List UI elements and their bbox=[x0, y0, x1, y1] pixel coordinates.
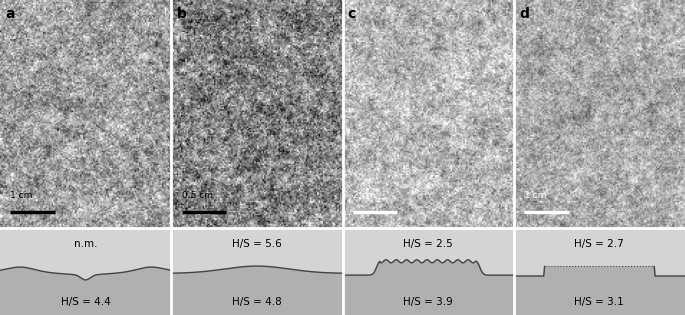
Text: 1 cm: 1 cm bbox=[10, 191, 33, 200]
Text: d: d bbox=[519, 7, 529, 21]
Text: a: a bbox=[5, 7, 14, 21]
Text: c: c bbox=[347, 7, 356, 21]
Text: n.m.: n.m. bbox=[74, 239, 97, 249]
Text: 1 cm: 1 cm bbox=[524, 191, 547, 200]
Text: H/S = 3.9: H/S = 3.9 bbox=[403, 297, 453, 307]
Text: H/S = 2.7: H/S = 2.7 bbox=[575, 239, 624, 249]
Text: H/S = 3.1: H/S = 3.1 bbox=[575, 297, 624, 307]
Text: 2 cm: 2 cm bbox=[353, 191, 375, 200]
Text: H/S = 5.6: H/S = 5.6 bbox=[232, 239, 282, 249]
Text: H/S = 4.8: H/S = 4.8 bbox=[232, 297, 282, 307]
Text: H/S = 2.5: H/S = 2.5 bbox=[403, 239, 453, 249]
Text: b: b bbox=[176, 7, 186, 21]
Text: H/S = 4.4: H/S = 4.4 bbox=[61, 297, 110, 307]
Text: 0.5 cm: 0.5 cm bbox=[182, 191, 212, 200]
